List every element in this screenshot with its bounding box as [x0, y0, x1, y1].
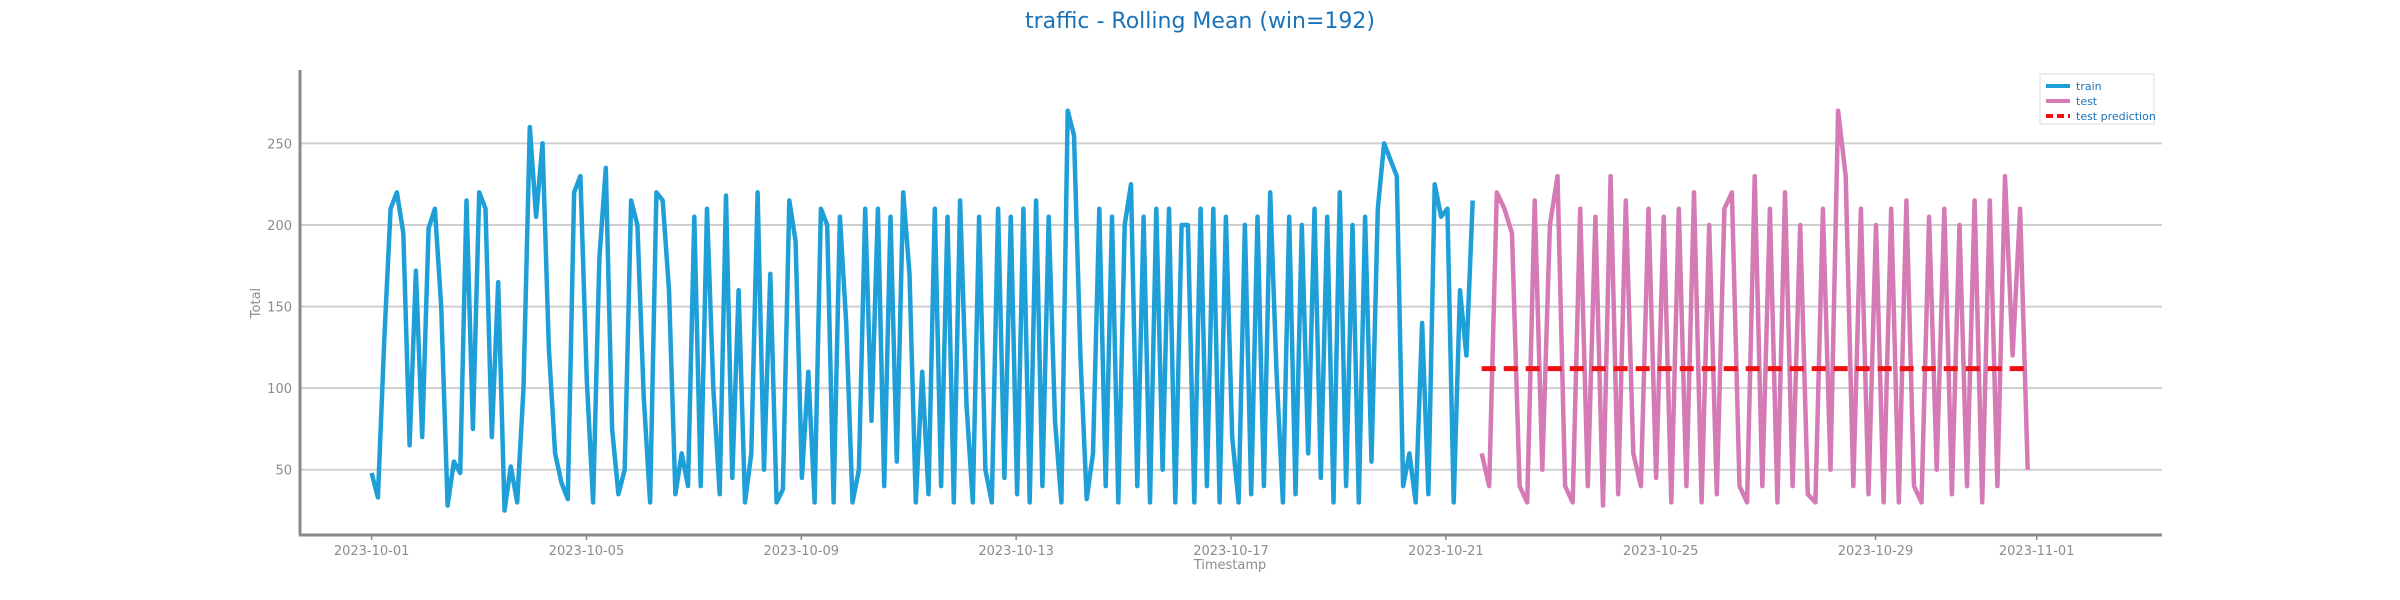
series-test: [1479, 108, 2030, 508]
y-axis-label: Total: [249, 288, 264, 319]
legend: train test test prediction: [2039, 73, 2156, 125]
y-tick-label: 250: [267, 137, 292, 152]
x-tick-label: 2023-10-17: [1193, 544, 1269, 559]
y-tick-label: 100: [267, 382, 292, 397]
y-tick-label: 50: [275, 464, 292, 479]
x-ticks: 2023-10-01 2023-10-05 2023-10-09 2023-10-13…: [334, 535, 2075, 559]
series-layer: [369, 108, 2030, 513]
series-train: [369, 108, 1475, 513]
x-tick-label: 2023-10-01: [334, 544, 410, 559]
x-tick-label: 2023-10-21: [1408, 544, 1484, 559]
x-tick-label: 2023-11-01: [1999, 544, 2075, 559]
x-tick-label: 2023-10-05: [549, 544, 625, 559]
legend-label: test: [2076, 95, 2098, 108]
y-tick-label: 200: [267, 219, 292, 234]
x-axis-label: Timestamp: [1193, 558, 1267, 573]
x-tick-label: 2023-10-09: [764, 544, 840, 559]
x-tick-label: 2023-10-29: [1838, 544, 1914, 559]
chart-title: traffic - Rolling Mean (win=192): [1025, 9, 1375, 34]
x-tick-label: 2023-10-13: [978, 544, 1054, 559]
legend-label: train: [2076, 80, 2102, 93]
y-ticks: 50 100 150 200 250: [267, 137, 292, 478]
y-tick-label: 150: [267, 301, 292, 316]
x-tick-label: 2023-10-25: [1623, 544, 1699, 559]
legend-label: test prediction: [2076, 110, 2156, 123]
